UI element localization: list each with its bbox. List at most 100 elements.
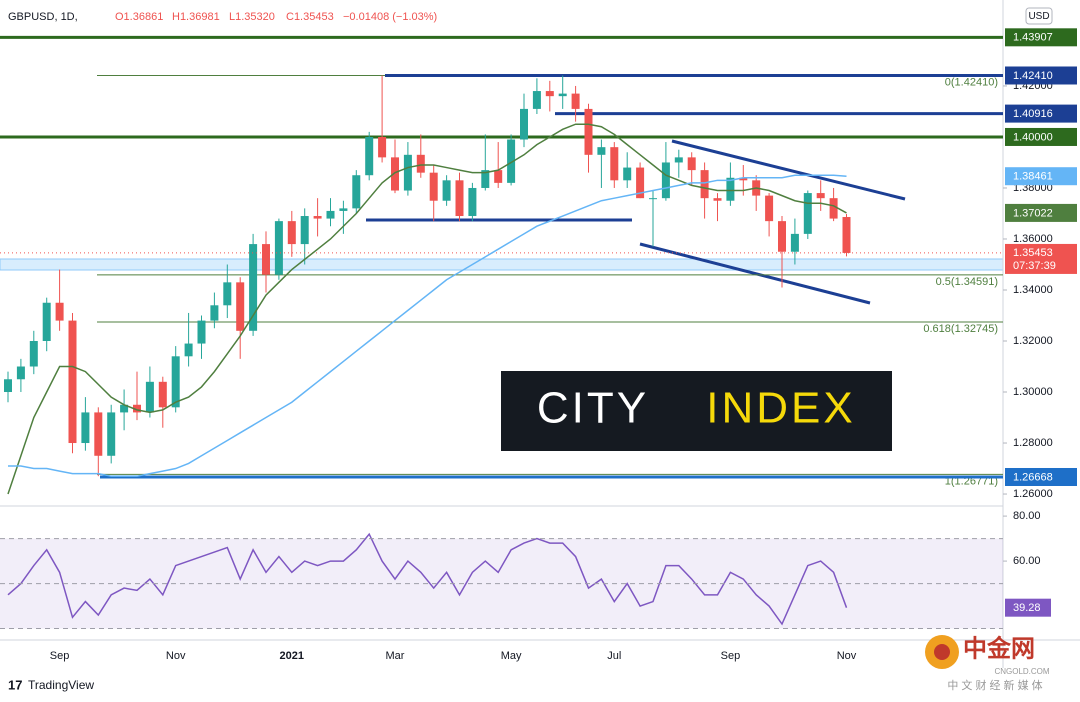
candle-body xyxy=(223,282,232,306)
y-tick-label: 1.30000 xyxy=(1013,386,1053,398)
candle-body xyxy=(416,154,425,173)
candle-body xyxy=(145,381,154,413)
candle-body xyxy=(687,157,696,171)
level-tag xyxy=(1005,127,1077,146)
rsi-band xyxy=(0,538,1003,629)
footer-text: TradingView xyxy=(28,678,94,692)
candle-body xyxy=(778,221,786,252)
price-tag xyxy=(1005,243,1077,274)
level-tag-label: 1.42410 xyxy=(1013,70,1053,82)
candle-body xyxy=(391,157,399,191)
candle-body xyxy=(378,136,387,158)
candle-body xyxy=(803,193,812,234)
candle-body xyxy=(274,221,283,275)
y-tick-label: 1.36000 xyxy=(1013,233,1053,245)
candle-body xyxy=(262,244,270,275)
candle-body xyxy=(481,170,490,188)
candle-body xyxy=(455,180,464,217)
symbol: GBPUSD, 1D, xyxy=(8,11,78,23)
candle-body xyxy=(81,412,90,444)
candle-body xyxy=(790,233,799,252)
ma-tag xyxy=(1005,203,1077,222)
candle-body xyxy=(674,157,683,163)
candle-body xyxy=(4,379,12,393)
candle-body xyxy=(739,177,748,181)
currency: USD xyxy=(1028,11,1049,22)
candle-body xyxy=(623,167,632,181)
candle-body xyxy=(107,412,116,456)
candle-body xyxy=(610,147,619,181)
y-tick-label: 1.28000 xyxy=(1013,437,1053,449)
candle-body xyxy=(558,93,567,97)
watermark-city: CITY xyxy=(537,384,649,433)
rsi-tick-label: 60.00 xyxy=(1013,555,1041,567)
candle-body xyxy=(597,147,606,155)
candle-body xyxy=(210,305,219,321)
ma-line xyxy=(8,174,847,477)
candle-body xyxy=(649,198,657,200)
watermark-box xyxy=(501,371,892,451)
x-tick-label: Mar xyxy=(386,650,405,662)
level-tag-label: 1.26668 xyxy=(1013,471,1053,483)
candle-body xyxy=(300,216,309,245)
candle-body xyxy=(532,91,541,109)
candle-body xyxy=(726,177,735,201)
header-low: L1.35320 xyxy=(229,11,275,23)
header-change: −0.01408 (−1.03%) xyxy=(343,11,437,23)
candle-body xyxy=(520,108,528,140)
y-tick-label: 1.32000 xyxy=(1013,335,1053,347)
x-tick-label: Nov xyxy=(837,650,857,662)
candle-body xyxy=(133,404,141,413)
y-tick-label: 1.26000 xyxy=(1013,488,1053,500)
candle-body xyxy=(171,356,180,408)
level-tag-label: 1.40000 xyxy=(1013,131,1053,143)
candle-body xyxy=(700,170,709,199)
candle-body xyxy=(829,198,838,219)
fib-label: 0.618(1.32745) xyxy=(923,323,998,335)
candle-body xyxy=(365,136,374,176)
ma-tag-label: 1.37022 xyxy=(1013,207,1053,219)
header: GBPUSD, 1D, O1.36861 H1.36981 L1.35320 C… xyxy=(8,11,437,23)
header-high: H1.36981 xyxy=(172,11,220,23)
level-tag-label: 1.43907 xyxy=(1013,32,1053,44)
channel-upper xyxy=(671,139,906,201)
ma-line xyxy=(7,123,847,495)
candle-body xyxy=(765,195,774,222)
candle-body xyxy=(507,139,516,183)
level-tag xyxy=(1005,104,1077,123)
watermark-index: INDEX xyxy=(706,384,855,433)
support-zone xyxy=(0,258,1004,271)
candle-body xyxy=(713,198,722,201)
candle-body xyxy=(249,244,258,331)
countdown: 07:37:39 xyxy=(1013,260,1056,272)
ma-tag xyxy=(1005,167,1077,186)
candle-body xyxy=(584,108,593,155)
candle-body xyxy=(442,180,451,201)
y-tick-label: 1.34000 xyxy=(1013,284,1053,296)
channel-lower xyxy=(639,242,871,305)
x-tick-label: Nov xyxy=(166,650,186,662)
candle-body xyxy=(184,343,193,357)
candle-body xyxy=(120,404,129,413)
logo-tagline: 中 文 财 经 新 媒 体 xyxy=(947,678,1042,692)
candle-body xyxy=(571,93,580,109)
x-tick-label: 2021 xyxy=(280,650,304,662)
rsi-line xyxy=(7,532,848,626)
logo-title: 中金网 xyxy=(963,634,1035,662)
candle-body xyxy=(816,193,825,199)
candle-body xyxy=(16,366,25,380)
rsi-tick-label: 80.00 xyxy=(1013,510,1041,522)
logo-site: CNGOLD.COM xyxy=(994,667,1049,676)
tv-mark: 17 xyxy=(8,677,22,692)
candle-body xyxy=(29,341,38,367)
price-tag-label: 1.35453 xyxy=(1013,247,1053,259)
candle-body xyxy=(55,302,64,321)
x-tick-label: Sep xyxy=(50,650,70,662)
ma-tag-label: 1.38461 xyxy=(1013,171,1053,183)
footer: 17 TradingView 中金网 CNGOLD.COM 中 文 财 经 新 … xyxy=(8,634,1050,692)
header-close: C1.35453 xyxy=(286,11,334,23)
level-tag xyxy=(1005,467,1077,486)
watermark: CITY INDEX xyxy=(501,371,892,451)
candle-body xyxy=(842,217,851,253)
